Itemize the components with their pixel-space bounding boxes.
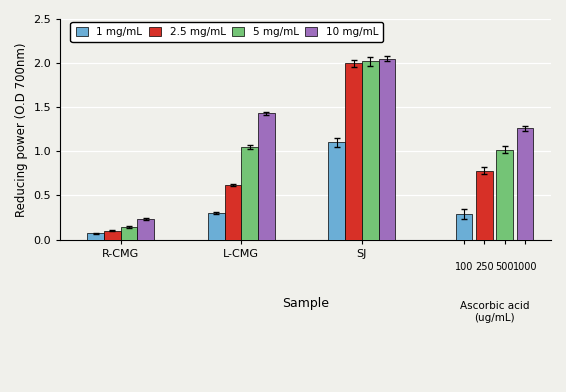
Bar xyxy=(121,227,138,240)
Bar xyxy=(258,113,275,240)
Y-axis label: Reducing power (O.D 700nm): Reducing power (O.D 700nm) xyxy=(15,42,28,216)
Bar xyxy=(241,147,258,240)
X-axis label: Sample: Sample xyxy=(282,298,329,310)
Bar xyxy=(345,63,362,240)
Bar xyxy=(379,59,395,240)
Bar xyxy=(225,185,241,240)
Bar xyxy=(517,129,533,240)
Bar xyxy=(328,143,345,240)
Bar xyxy=(87,233,104,240)
Legend: 1 mg/mL, 2.5 mg/mL, 5 mg/mL, 10 mg/mL: 1 mg/mL, 2.5 mg/mL, 5 mg/mL, 10 mg/mL xyxy=(70,22,383,42)
Bar xyxy=(456,214,472,240)
Bar xyxy=(496,150,513,240)
Bar xyxy=(208,213,225,240)
Text: 1000: 1000 xyxy=(513,261,537,272)
Text: 250: 250 xyxy=(475,261,494,272)
Bar xyxy=(362,61,379,240)
Text: Ascorbic acid
(ug/mL): Ascorbic acid (ug/mL) xyxy=(460,301,529,323)
Text: 500: 500 xyxy=(495,261,514,272)
Bar xyxy=(138,219,154,240)
Bar xyxy=(104,231,121,240)
Text: 100: 100 xyxy=(454,261,473,272)
Bar xyxy=(476,171,492,240)
